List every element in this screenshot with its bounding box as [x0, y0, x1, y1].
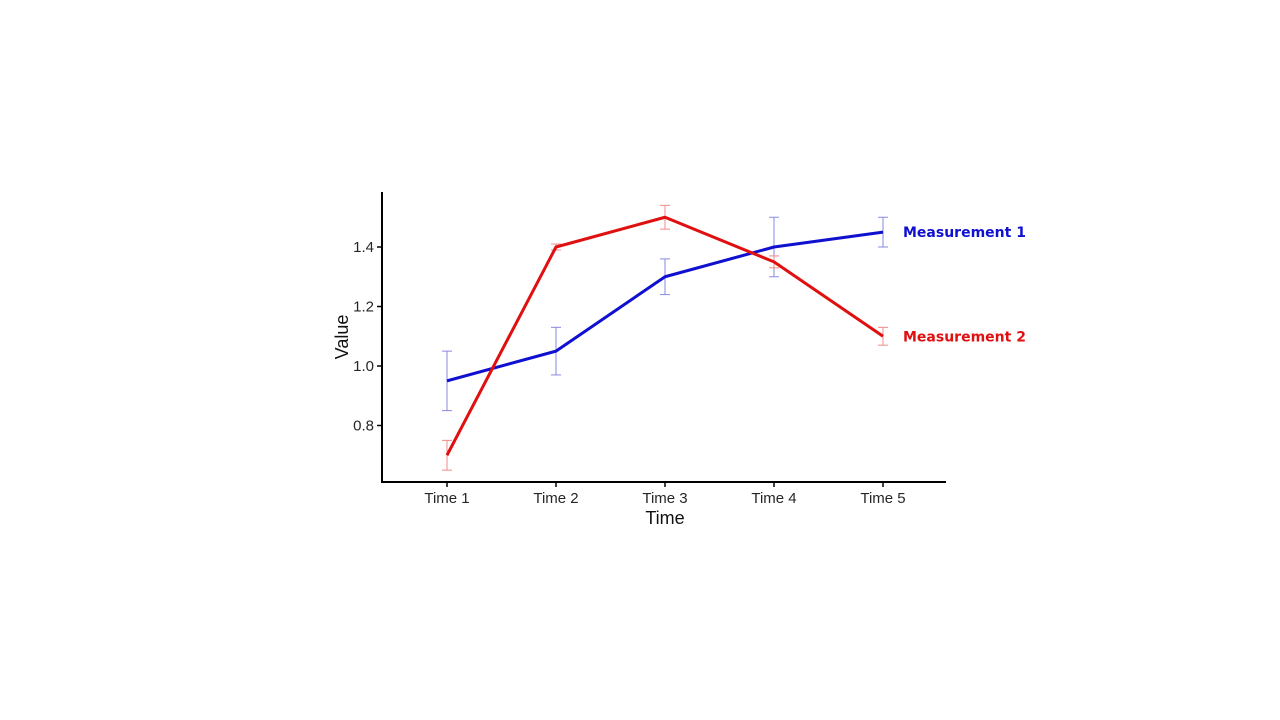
y-tick-label: 1.0: [353, 358, 374, 375]
x-axis-title: Time: [645, 508, 684, 528]
series-label-1: Measurement 1: [903, 225, 1026, 241]
y-axis-title: Value: [332, 315, 352, 360]
x-tick-label: Time 1: [424, 490, 469, 507]
y-tick-label: 0.8: [353, 418, 374, 435]
y-tick-label: 1.2: [353, 299, 374, 316]
series-line-1: [446, 230, 884, 383]
x-tick-label: Time 3: [642, 490, 687, 507]
x-tick-label: Time 5: [860, 490, 905, 507]
series-lines: [445, 215, 884, 456]
y-tick-label: 1.4: [353, 239, 374, 256]
x-tick-label: Time 2: [533, 490, 578, 507]
axis-ticks: 0.8 1.0 1.2 1.4 Time 1 Time 2 Time 3 Time 4 Time…: [353, 239, 906, 507]
x-tick-label: Time 4: [751, 490, 796, 507]
series-label-2: Measurement 2: [903, 329, 1026, 345]
series-labels: Measurement 1 Measurement 2: [903, 225, 1026, 345]
series-line-2: [445, 215, 884, 456]
